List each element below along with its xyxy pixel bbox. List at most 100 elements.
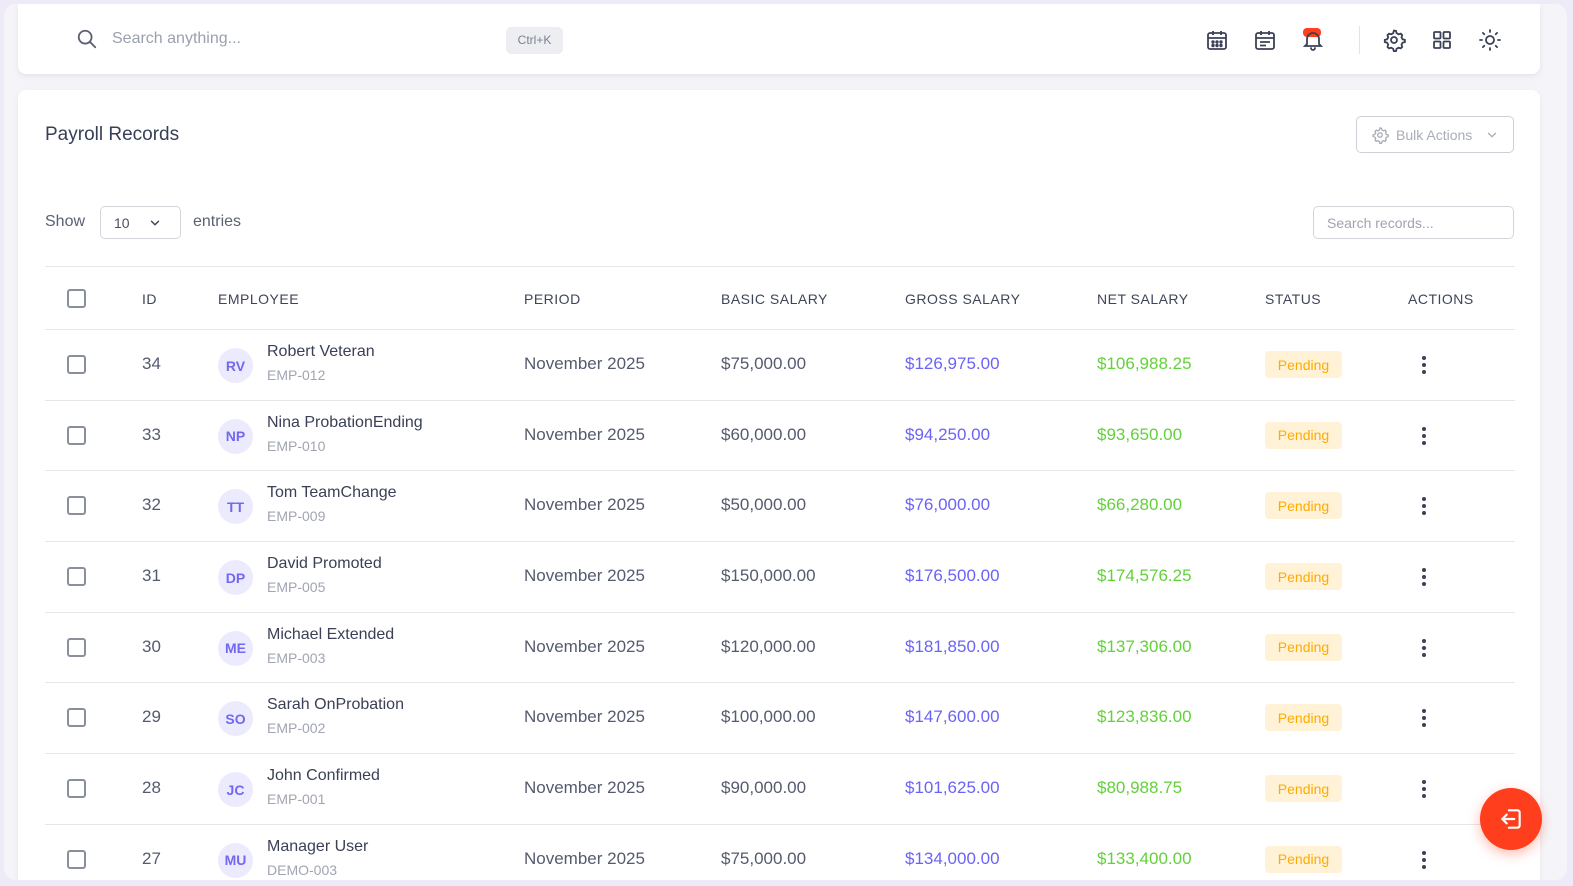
employee-name[interactable]: Robert Veteran <box>267 343 375 360</box>
net-salary: $137,306.00 <box>1097 636 1192 656</box>
table-row: 31 DP David Promoted EMP-005 November 20… <box>45 542 1515 613</box>
basic-salary: $60,000.00 <box>721 424 807 444</box>
row-checkbox[interactable] <box>67 355 86 374</box>
calendar-note-icon[interactable] <box>1253 28 1277 52</box>
gear-icon <box>1372 126 1389 144</box>
employee-name[interactable]: Sarah OnProbation <box>267 696 404 714</box>
net-salary: $123,836.00 <box>1097 707 1192 727</box>
entries-per-page-select[interactable]: 10 <box>100 206 181 239</box>
header-period[interactable]: PERIOD <box>524 291 581 307</box>
header-net-salary[interactable]: NET SALARY <box>1097 291 1189 307</box>
net-salary: $106,988.25 <box>1097 354 1192 373</box>
bulk-actions-button[interactable]: Bulk Actions <box>1356 116 1514 153</box>
header-status[interactable]: STATUS <box>1265 291 1322 307</box>
employee-name[interactable]: Tom TeamChange <box>267 484 397 502</box>
table-row: 27 MU Manager User DEMO-003 November 202… <box>45 825 1515 880</box>
gear-icon[interactable] <box>1382 28 1406 52</box>
header-employee[interactable]: EMPLOYEE <box>218 291 300 307</box>
table-row: 29 SO Sarah OnProbation EMP-002 November… <box>45 683 1515 755</box>
gross-salary: $94,250.00 <box>905 424 991 444</box>
row-actions-menu-icon[interactable] <box>1415 849 1433 871</box>
row-checkbox[interactable] <box>67 567 86 587</box>
row-id: 34 <box>142 354 161 373</box>
net-salary: $174,576.25 <box>1097 566 1192 586</box>
employee-name[interactable]: Nina ProbationEnding <box>267 413 423 431</box>
avatar: ME <box>218 630 253 666</box>
employee-code: EMP-002 <box>267 720 326 737</box>
row-id: 31 <box>142 566 161 586</box>
period: November 2025 <box>524 778 645 798</box>
avatar: RV <box>218 348 253 383</box>
row-actions-menu-icon[interactable] <box>1415 707 1433 729</box>
employee-name[interactable]: Manager User <box>267 837 369 855</box>
employee-name[interactable]: David Promoted <box>267 555 382 573</box>
period: November 2025 <box>524 636 645 656</box>
row-checkbox[interactable] <box>67 708 86 728</box>
row-checkbox[interactable] <box>67 637 86 657</box>
status-badge: Pending <box>1265 845 1342 873</box>
row-actions-menu-icon[interactable] <box>1415 778 1433 800</box>
table-row: 34 RV Robert Veteran EMP-012 November 20… <box>45 330 1515 401</box>
notification-bell-icon[interactable] <box>1301 28 1325 52</box>
payroll-card: Payroll Records Bulk Actions Show 10 ent… <box>18 90 1540 880</box>
net-salary: $133,400.00 <box>1097 848 1192 868</box>
header-actions: ACTIONS <box>1408 291 1474 307</box>
gross-salary: $147,600.00 <box>905 707 1000 727</box>
row-actions-menu-icon[interactable] <box>1415 354 1433 376</box>
basic-salary: $75,000.00 <box>721 354 807 373</box>
records-search-input[interactable] <box>1313 206 1514 239</box>
row-actions-menu-icon[interactable] <box>1415 495 1433 517</box>
row-actions-menu-icon[interactable] <box>1415 637 1433 659</box>
employee-code: EMP-010 <box>267 437 326 454</box>
select-all-checkbox[interactable] <box>67 289 86 308</box>
table-row: 32 TT Tom TeamChange EMP-009 November 20… <box>45 471 1515 543</box>
employee-code: EMP-012 <box>267 367 326 383</box>
row-actions-menu-icon[interactable] <box>1415 425 1433 447</box>
top-navbar: Ctrl+K <box>18 4 1540 74</box>
header-gross-salary[interactable]: GROSS SALARY <box>905 291 1021 307</box>
search-icon <box>77 29 97 49</box>
avatar: MU <box>218 842 253 878</box>
status-badge: Pending <box>1265 351 1342 378</box>
sun-icon[interactable] <box>1478 28 1502 52</box>
row-id: 27 <box>142 848 161 868</box>
basic-salary: $150,000.00 <box>721 566 816 586</box>
shortcut-badge: Ctrl+K <box>506 27 563 54</box>
avatar: NP <box>218 418 253 454</box>
app-frame: Ctrl+K <box>4 4 1567 880</box>
row-checkbox[interactable] <box>67 496 86 516</box>
status-badge: Pending <box>1265 421 1342 449</box>
employee-name[interactable]: Michael Extended <box>267 625 395 643</box>
status-badge: Pending <box>1265 775 1342 803</box>
grid-icon[interactable] <box>1430 28 1454 52</box>
gross-salary: $101,625.00 <box>905 778 1000 798</box>
row-id: 32 <box>142 495 161 515</box>
gross-salary: $176,500.00 <box>905 566 1000 586</box>
period: November 2025 <box>524 848 645 868</box>
employee-code: EMP-005 <box>267 579 326 596</box>
table-row: 28 JC John Confirmed EMP-001 November 20… <box>45 754 1515 825</box>
net-salary: $80,988.75 <box>1097 778 1183 798</box>
row-checkbox[interactable] <box>67 779 86 799</box>
payroll-table: ID EMPLOYEE PERIOD BASIC SALARY GROSS SA… <box>45 266 1515 880</box>
header-id[interactable]: ID <box>142 291 157 307</box>
calendar-icon[interactable] <box>1205 28 1229 52</box>
entries-label: entries <box>193 213 242 230</box>
employee-code: EMP-009 <box>267 508 326 525</box>
row-checkbox[interactable] <box>67 849 86 869</box>
avatar: TT <box>218 489 253 525</box>
avatar: JC <box>218 772 253 808</box>
status-badge: Pending <box>1265 633 1342 661</box>
table-row: 30 ME Michael Extended EMP-003 November … <box>45 613 1515 684</box>
employee-code: EMP-003 <box>267 649 326 666</box>
row-checkbox[interactable] <box>67 425 86 445</box>
table-header: ID EMPLOYEE PERIOD BASIC SALARY GROSS SA… <box>45 266 1515 330</box>
period: November 2025 <box>524 495 645 515</box>
header-basic-salary[interactable]: BASIC SALARY <box>721 291 828 307</box>
row-id: 33 <box>142 424 161 444</box>
employee-name[interactable]: John Confirmed <box>267 767 380 785</box>
row-actions-menu-icon[interactable] <box>1415 566 1433 588</box>
global-search-input[interactable] <box>112 26 492 52</box>
logout-fab-button[interactable] <box>1480 788 1542 850</box>
table-row: 33 NP Nina ProbationEnding EMP-010 Novem… <box>45 401 1515 472</box>
